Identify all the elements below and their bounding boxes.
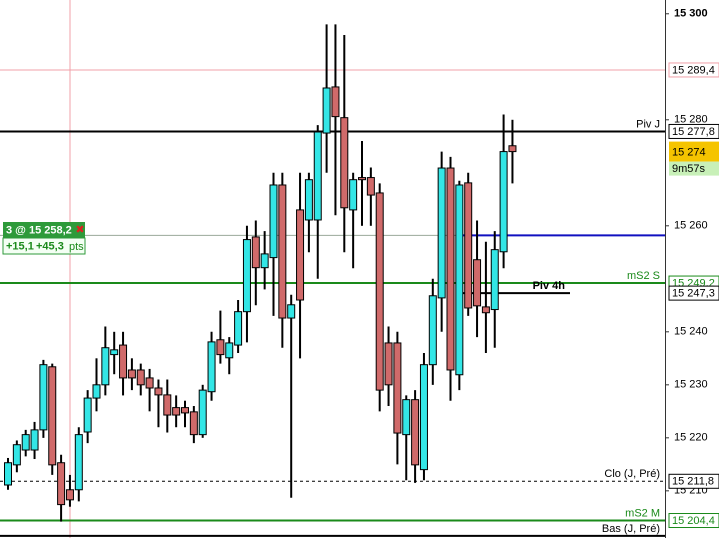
level-name: Piv J bbox=[636, 118, 660, 130]
candle-body bbox=[198, 389, 207, 436]
candle-body bbox=[110, 349, 119, 356]
position-box[interactable]: 3 @ 15 258,2 ✖ +15,1 +45,3 pts bbox=[2, 222, 86, 255]
pnl-points: +15,1 bbox=[6, 240, 34, 252]
candle-body bbox=[92, 384, 101, 399]
candle-body bbox=[101, 347, 110, 386]
candle-body bbox=[411, 399, 420, 466]
candle-body bbox=[446, 167, 455, 371]
candle-body bbox=[375, 192, 384, 391]
candle-body bbox=[74, 434, 83, 491]
level-tag bbox=[668, 513, 719, 529]
level-name: Bas (J, Pré) bbox=[602, 523, 660, 535]
candle-body bbox=[251, 236, 260, 269]
crosshair-tag bbox=[668, 62, 719, 78]
candle-body bbox=[269, 184, 278, 259]
candle-body bbox=[455, 184, 464, 376]
candle-body bbox=[65, 489, 74, 501]
candle-body bbox=[393, 342, 402, 434]
candle-body bbox=[127, 369, 136, 379]
candle-body bbox=[473, 259, 482, 307]
candle-body bbox=[287, 304, 296, 319]
candle-body bbox=[499, 151, 508, 253]
plot: 15 300 15 280 15 260 15 240 15 230 15 220 15 2… bbox=[0, 8, 719, 537]
pnl-unit: pts bbox=[69, 241, 84, 253]
candle-body bbox=[30, 429, 39, 451]
y-tick-label: 15 240 bbox=[674, 326, 708, 338]
candle-body bbox=[154, 387, 163, 396]
candle-body bbox=[402, 399, 411, 436]
candle-body bbox=[83, 397, 92, 433]
candle-body bbox=[242, 239, 251, 313]
candle-body bbox=[508, 145, 517, 153]
candle-body bbox=[119, 344, 128, 379]
candle-body bbox=[225, 342, 234, 359]
close-icon[interactable]: ✖ bbox=[75, 224, 84, 236]
y-tick-label: 15 220 bbox=[674, 432, 708, 444]
candle-body bbox=[163, 394, 172, 416]
y-tick-label: 15 280 bbox=[674, 114, 708, 126]
timer-tag bbox=[669, 161, 719, 176]
y-tick-label: 15 300 bbox=[674, 8, 708, 20]
candle-body bbox=[216, 339, 225, 356]
candle-body bbox=[340, 117, 349, 209]
position-label: 3 @ 15 258,2 bbox=[6, 224, 72, 236]
candle-body bbox=[428, 295, 437, 366]
level-tag bbox=[668, 123, 719, 139]
candle-body bbox=[481, 306, 490, 314]
candle-body bbox=[490, 249, 499, 311]
candle-body bbox=[384, 342, 393, 386]
candle-body bbox=[313, 131, 322, 221]
last-price-tag bbox=[669, 141, 719, 162]
level-value: 15 211,8 bbox=[672, 476, 714, 488]
level-name: Clo (J, Pré) bbox=[604, 468, 660, 480]
candle-body bbox=[234, 311, 243, 346]
candle-body bbox=[437, 167, 446, 299]
candle-body bbox=[207, 341, 216, 393]
candle-body bbox=[181, 407, 189, 414]
timer-label: 9m57s bbox=[672, 163, 706, 175]
level-tag bbox=[668, 285, 719, 301]
candle-body bbox=[21, 434, 30, 451]
candle-body bbox=[278, 184, 287, 319]
candle-body bbox=[331, 86, 340, 118]
candle-body bbox=[172, 407, 181, 416]
candle-body bbox=[12, 444, 21, 466]
level-name: mS2 M bbox=[625, 507, 660, 519]
candle-body bbox=[358, 177, 366, 181]
candle-body bbox=[296, 209, 305, 301]
candle-body bbox=[39, 364, 48, 431]
last-price-label: 15 274 bbox=[672, 147, 706, 159]
level-value: 15 277,8 bbox=[672, 126, 715, 138]
y-tick-label: 15 260 bbox=[674, 220, 708, 232]
candle-body bbox=[349, 179, 358, 211]
level-name: mS2 S bbox=[627, 270, 660, 282]
candle-body bbox=[322, 87, 331, 134]
position-body bbox=[2, 237, 86, 255]
level-value: 15 204,4 bbox=[672, 515, 715, 527]
candle-body bbox=[145, 377, 154, 389]
level-name: Piv 4h bbox=[533, 280, 566, 292]
candle-body bbox=[260, 253, 269, 269]
crosshair-label: 15 289,4 bbox=[672, 64, 715, 76]
candle-body bbox=[48, 366, 57, 466]
candle-body bbox=[304, 179, 313, 221]
position-header bbox=[3, 222, 85, 238]
candle-body bbox=[419, 364, 428, 471]
candle-body bbox=[4, 462, 12, 486]
y-tick-label: 15 230 bbox=[674, 379, 708, 391]
candle-body bbox=[366, 177, 375, 196]
candle-body bbox=[189, 411, 198, 436]
level-value: 15 247,3 bbox=[672, 288, 715, 300]
pnl-total: +45,3 bbox=[36, 240, 64, 252]
candle-body bbox=[57, 462, 66, 506]
candle-body bbox=[136, 369, 145, 386]
candle-body bbox=[464, 182, 473, 309]
level-tag bbox=[668, 473, 719, 489]
